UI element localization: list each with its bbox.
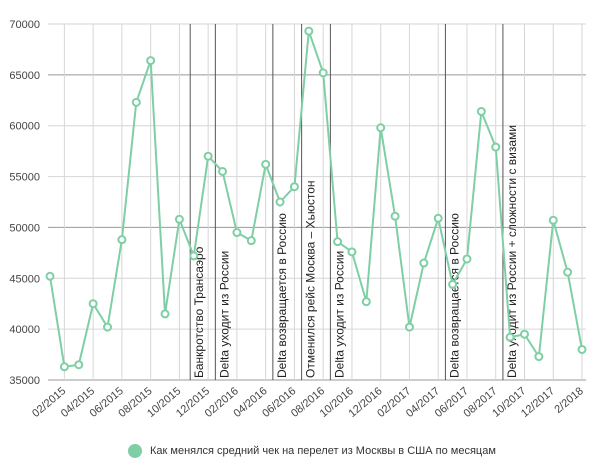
data-point — [275, 197, 285, 207]
data-point — [476, 106, 486, 116]
legend-label: Как менялся средний чек на перелет из Мо… — [150, 445, 496, 457]
event-marker-label: Delta возвращается в Россию — [275, 213, 289, 378]
data-point — [146, 56, 156, 66]
y-tick-label: 60000 — [9, 121, 40, 133]
data-point — [376, 123, 386, 133]
data-point — [261, 159, 271, 169]
data-point — [289, 182, 299, 192]
data-point — [505, 332, 515, 342]
data-point — [519, 329, 529, 339]
data-point — [131, 97, 141, 107]
data-point — [117, 235, 127, 245]
data-point — [491, 142, 501, 152]
y-tick-label: 55000 — [9, 172, 40, 184]
y-tick-label: 65000 — [9, 70, 40, 82]
data-point — [390, 211, 400, 221]
legend: Как менялся средний чек на перелет из Мо… — [128, 444, 496, 458]
x-tick-label: 2/2018 — [552, 385, 585, 416]
event-marker-label: Delta уходит из России — [217, 251, 231, 378]
y-tick-label: 45000 — [9, 273, 40, 285]
data-point — [347, 247, 357, 257]
data-point — [534, 352, 544, 362]
data-point — [462, 254, 472, 264]
data-point — [203, 151, 213, 161]
data-point — [333, 237, 343, 247]
data-point — [448, 279, 458, 289]
data-point — [189, 251, 199, 261]
event-marker-label: Delta уходит из России — [332, 251, 346, 378]
data-point — [218, 166, 228, 176]
y-tick-label: 35000 — [9, 375, 40, 387]
y-tick-label: 40000 — [9, 324, 40, 336]
data-point — [174, 214, 184, 224]
data-point — [45, 271, 55, 281]
data-point — [304, 26, 314, 36]
y-tick-label: 70000 — [9, 19, 40, 31]
data-point — [433, 213, 443, 223]
data-point — [318, 68, 328, 78]
data-point — [577, 344, 587, 354]
data-point — [419, 258, 429, 268]
data-point — [563, 267, 573, 277]
event-marker-label: Отменился рейс Москва – Хьюстон — [304, 180, 318, 378]
data-point — [88, 299, 98, 309]
data-point — [74, 360, 84, 370]
data-point — [160, 309, 170, 319]
data-point — [59, 362, 69, 372]
series-line — [49, 30, 583, 368]
event-marker-label: Банкротство Трансаэро — [192, 246, 206, 378]
data-point — [361, 297, 371, 307]
data-point — [548, 215, 558, 225]
event-marker-label: Delta возвращается в Россию — [447, 213, 461, 378]
data-point — [232, 228, 242, 238]
data-point — [404, 322, 414, 332]
data-point — [103, 322, 113, 332]
y-tick-label: 50000 — [9, 222, 40, 234]
legend-swatch — [128, 444, 142, 458]
data-point — [246, 236, 256, 246]
